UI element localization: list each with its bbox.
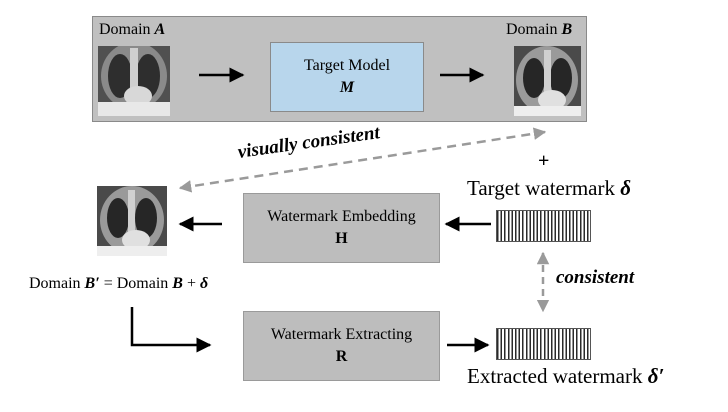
domain-equation-part1: Domain: [29, 275, 85, 292]
domain-equation-label: Domain B′ = Domain B + δ: [29, 275, 208, 293]
target-watermark-barcode: [496, 210, 591, 242]
domain-equation-delta: δ: [200, 275, 209, 292]
watermark-extracting-title: Watermark Extracting: [270, 326, 413, 343]
domain-a-xray-image: [98, 46, 170, 116]
target-watermark-symbol: δ: [620, 176, 631, 200]
extracted-watermark-symbol: δ′: [647, 364, 665, 388]
domain-b-label: Domain B: [506, 21, 572, 39]
watermark-embedding-var: H: [335, 230, 348, 247]
plus-sign: +: [538, 150, 550, 172]
target-model-box: Target Model M: [270, 42, 424, 112]
domain-equation-part3: +: [182, 275, 200, 292]
domain-equation-b: B: [172, 275, 183, 292]
watermark-embedding-title: Watermark Embedding: [267, 208, 416, 225]
watermark-embedding-box: Watermark Embedding H: [243, 193, 440, 263]
arrow-domain-b-prime-to-extracting: [130, 307, 212, 353]
domain-b-prefix: Domain: [506, 21, 562, 38]
domain-b-prime-xray-image: [97, 186, 167, 256]
domain-equation-part2: = Domain: [99, 275, 173, 292]
domain-a-prefix: Domain: [99, 21, 155, 38]
domain-b-var: B: [561, 21, 573, 38]
domain-b-xray-image: [514, 46, 581, 116]
extracted-watermark-barcode: [496, 328, 591, 360]
extracted-watermark-text: Extracted watermark: [467, 364, 648, 388]
watermark-extracting-box: Watermark Extracting R: [243, 311, 440, 381]
consistent-label: consistent: [556, 267, 635, 288]
target-watermark-text: Target watermark: [467, 176, 621, 200]
domain-equation-b-prime: B′: [84, 275, 100, 292]
domain-a-label: Domain A: [99, 21, 165, 39]
domain-a-var: A: [154, 21, 166, 38]
target-watermark-label: Target watermark δ: [467, 176, 631, 201]
target-model-var: M: [339, 79, 355, 96]
target-model-title: Target Model: [303, 57, 391, 74]
watermark-extracting-var: R: [335, 348, 348, 365]
extracted-watermark-label: Extracted watermark δ′: [467, 364, 664, 389]
arrow-visually-consistent: [178, 127, 547, 193]
